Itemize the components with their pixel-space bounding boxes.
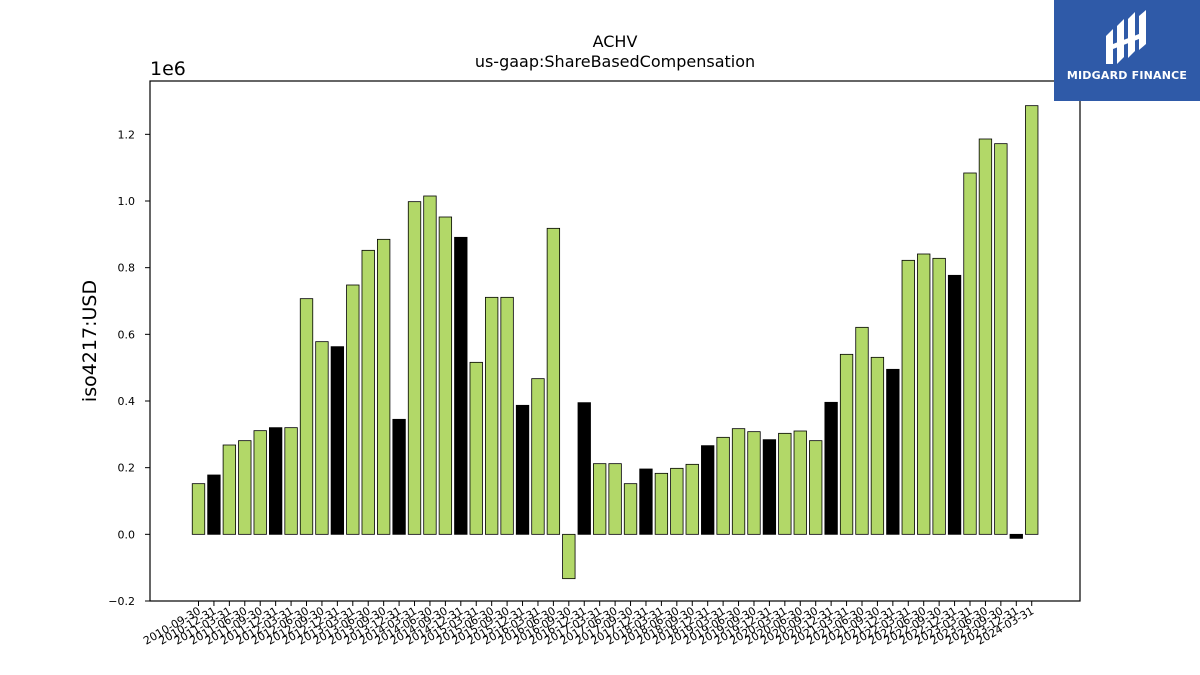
bar-2012-09-30 [315,341,329,535]
bar-2023-03-31 [963,172,977,535]
bar-2024-03-31 [1025,105,1039,535]
bar-2019-12-31 [762,439,777,535]
bar-2018-09-30 [685,463,699,535]
bar-2023-09-30 [994,143,1008,535]
bar-2014-12-31 [454,236,468,535]
bar-2011-12-31 [268,427,283,535]
bar-2020-03-31 [778,432,792,535]
y-axis-label: iso4217:USD [79,280,101,402]
bar-2016-09-30 [562,533,576,580]
bar-2021-06-30 [855,326,869,535]
logo-text: MIDGARD FINANCE [1066,69,1188,82]
bar-2015-06-30 [485,296,499,535]
bar-2012-12-31 [330,346,345,535]
bar-2013-09-30 [377,238,391,535]
bar-2017-12-31 [639,468,653,535]
x-axis: 2010-09-302010-12-312011-03-312011-06-30… [141,601,1036,648]
bar-2012-03-31 [284,427,298,535]
bar-2019-09-30 [747,431,761,535]
bar-2013-03-31 [346,284,360,535]
bar-2019-03-31 [716,436,730,535]
bars-group [191,105,1039,580]
bar-2017-03-31 [593,463,607,535]
bar-2014-06-30 [423,195,437,535]
bar-2016-06-30 [546,227,561,535]
y-tick-label: 1.0 [118,195,136,208]
bar-2014-03-31 [407,201,422,535]
bar-2020-09-30 [809,440,823,535]
bar-2020-06-30 [793,430,807,535]
bar-2012-06-30 [299,298,314,535]
midgard-logo-icon [1106,10,1146,64]
y-tick-label: 0.2 [118,462,136,475]
y-tick-label: 0.6 [118,328,136,341]
bar-2010-09-30 [191,483,206,535]
bar-2018-12-31 [701,445,715,535]
midgard-finance-logo: MIDGARD FINANCE [1054,0,1200,101]
chart-title: ACHV [592,32,638,51]
y-scale-label: 1e6 [150,58,186,80]
bar-2022-09-30 [932,257,946,535]
bar-2018-03-31 [654,472,669,535]
y-tick-label: 0.8 [118,262,136,275]
plot-frame [149,80,1081,602]
bar-2016-03-31 [531,378,545,535]
bar-2011-06-30 [238,440,252,535]
bar-2021-12-31 [886,368,900,535]
bar-2023-12-31 [1009,533,1023,539]
bar-2019-06-30 [731,428,746,535]
bar-2017-09-30 [623,483,638,535]
bar-2020-12-31 [824,401,838,535]
bar-2011-09-30 [253,430,267,535]
bar-2021-09-30 [870,356,885,535]
bar-2015-09-30 [500,296,514,535]
y-tick-label: 0.0 [118,528,136,541]
bar-2017-06-30 [608,463,622,535]
bar-2013-12-31 [392,418,406,535]
bar-2016-12-31 [577,402,591,535]
y-tick-label: −0.2 [108,595,135,608]
bar-2015-12-31 [515,404,530,535]
bar-2022-03-31 [901,259,915,535]
bar-2022-12-31 [947,274,962,535]
y-axis: −0.2 0.0 0.2 0.4 0.6 0.8 1.0 1.2 [108,128,150,608]
bar-2013-06-30 [361,249,375,535]
chart-subtitle: us-gaap:ShareBasedCompensation [474,52,756,71]
bar-2021-03-31 [839,353,854,535]
bar-2023-06-30 [978,138,993,535]
bar-2015-03-31 [469,361,483,535]
bar-2022-06-30 [917,253,931,535]
bar-2014-09-30 [438,216,453,535]
y-tick-label: 1.2 [118,128,136,141]
bar-2018-06-30 [670,467,684,535]
bar-2011-03-31 [222,444,237,535]
bar-2010-12-31 [207,474,221,535]
y-tick-label: 0.4 [118,395,136,408]
